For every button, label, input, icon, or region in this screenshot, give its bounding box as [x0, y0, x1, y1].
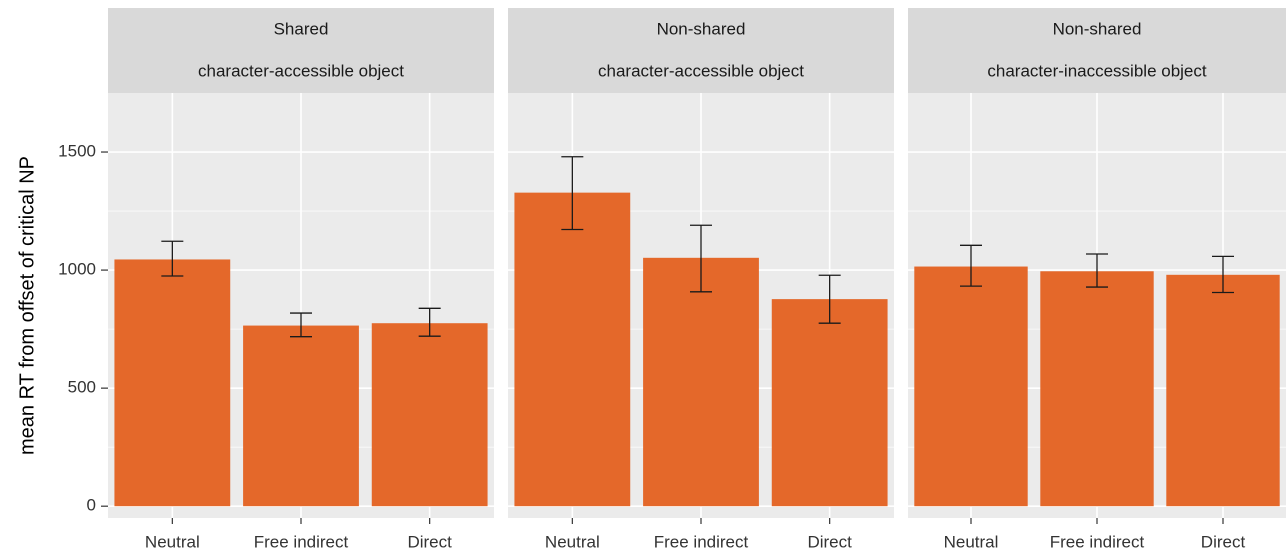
bar [1040, 271, 1154, 507]
facet-strip-label-top: Non-shared [1053, 19, 1142, 38]
y-tick-label: 1500 [58, 142, 96, 161]
bar [643, 257, 759, 507]
x-tick-label: Neutral [145, 532, 200, 551]
x-tick-label: Free indirect [1050, 532, 1145, 551]
bar [114, 259, 231, 507]
x-tick-label: Direct [1201, 532, 1246, 551]
facet-strip-label-bottom: character-accessible object [198, 61, 404, 80]
bar [243, 325, 359, 507]
y-tick-label: 0 [87, 496, 96, 515]
bar [514, 192, 631, 507]
bar [914, 266, 1028, 507]
x-tick-label: Neutral [545, 532, 600, 551]
y-tick-label: 500 [68, 378, 96, 397]
facet-strip [508, 8, 894, 93]
bar [371, 323, 488, 507]
x-tick-label: Direct [407, 532, 452, 551]
facet-strip-label-top: Shared [274, 19, 329, 38]
facet-strip-label-bottom: character-inaccessible object [987, 61, 1206, 80]
facet-strip [908, 8, 1286, 93]
x-tick-label: Neutral [944, 532, 999, 551]
bar [1166, 274, 1280, 507]
x-tick-label: Free indirect [254, 532, 349, 551]
x-tick-label: Free indirect [654, 532, 749, 551]
y-tick-label: 1000 [58, 260, 96, 279]
y-axis-title: mean RT from offset of critical NP [16, 156, 38, 455]
bar [771, 299, 888, 507]
x-tick-label: Direct [807, 532, 852, 551]
facet-strip [108, 8, 494, 93]
facet-strip-label-top: Non-shared [657, 19, 746, 38]
facet-strip-label-bottom: character-accessible object [598, 61, 804, 80]
